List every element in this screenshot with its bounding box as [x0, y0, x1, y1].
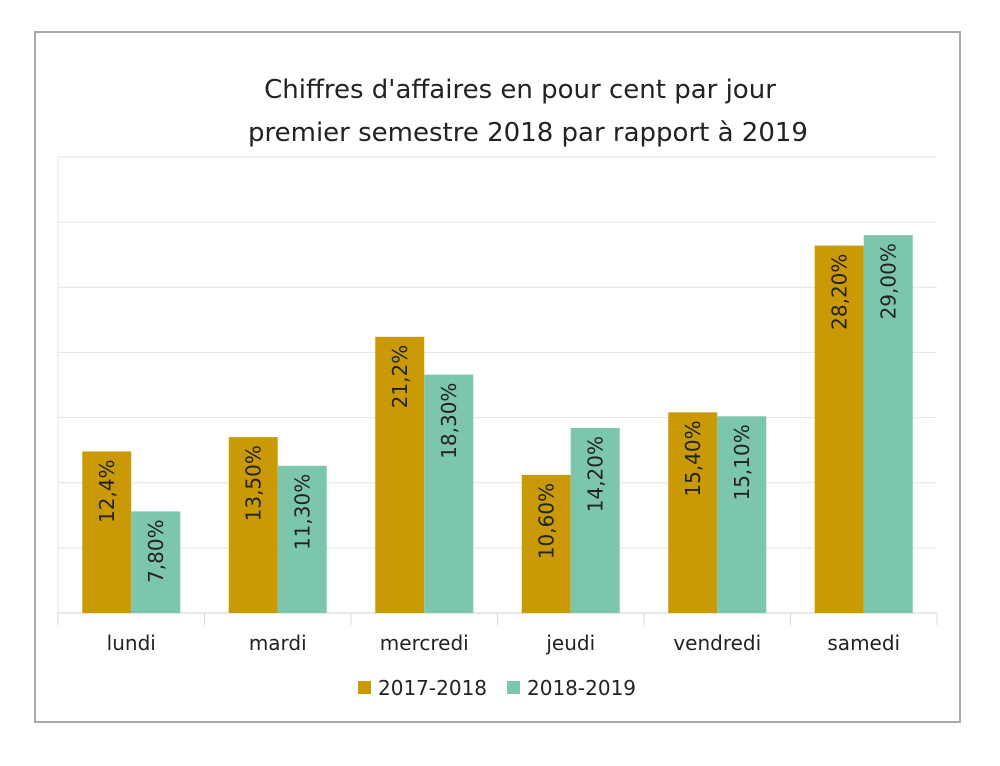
data-label: 13,50% [241, 445, 265, 521]
bar-2017-2018-mercredi [375, 336, 425, 613]
bar-2017-2018-jeudi [521, 474, 571, 613]
bar-2017-2018-lundi [82, 451, 132, 613]
legend-label-2018-2019: 2018-2019 [527, 676, 636, 700]
data-label: 28,20% [827, 254, 851, 330]
chart-title-line-2: premier semestre 2018 par rapport à 2019 [248, 118, 808, 148]
x-tick-label: mercredi [380, 631, 469, 655]
x-tick-label: mardi [249, 631, 307, 655]
data-label: 21,2% [388, 345, 412, 409]
data-label: 11,30% [290, 474, 314, 550]
bar-2018-2019-vendredi [717, 416, 767, 613]
x-tick-label: samedi [827, 631, 900, 655]
x-tick-label: jeudi [545, 631, 595, 655]
data-label: 7,80% [144, 519, 168, 583]
legend-swatch-2017-2018 [358, 681, 371, 694]
chart-title-line-1: Chiffres d'affaires en pour cent par jou… [264, 75, 776, 105]
bar-2018-2019-mardi [277, 465, 327, 613]
chart-frame [34, 31, 961, 723]
bar-2017-2018-samedi [814, 245, 864, 613]
data-label: 18,30% [437, 383, 461, 459]
legend-label-2017-2018: 2017-2018 [378, 676, 487, 700]
legend-swatch-2018-2019 [507, 681, 520, 694]
bars: 12,4% 7,80% 13,50% 11,30% 21,2% 18,30% 10,60% 1… [82, 235, 913, 613]
bar-2017-2018-vendredi [668, 412, 718, 613]
data-label: 10,60% [534, 483, 558, 559]
x-axis: lundi mardi mercredi jeudi vendredi samedi [57, 613, 938, 655]
data-label: 15,40% [681, 420, 705, 496]
bar-2018-2019-lundi [131, 511, 181, 613]
bar-2018-2019-mercredi [424, 374, 474, 613]
legend: 2017-2018 2018-2019 [358, 676, 636, 700]
x-tick-label: lundi [107, 631, 156, 655]
x-tick-label: vendredi [673, 631, 761, 655]
bar-2018-2019-samedi [863, 235, 913, 613]
data-label: 29,00% [876, 243, 900, 319]
data-label: 14,20% [583, 436, 607, 512]
data-label: 15,10% [730, 424, 754, 500]
bar-2018-2019-jeudi [570, 427, 620, 613]
bar-2017-2018-mardi [228, 437, 278, 613]
data-label: 12,4% [95, 459, 119, 523]
